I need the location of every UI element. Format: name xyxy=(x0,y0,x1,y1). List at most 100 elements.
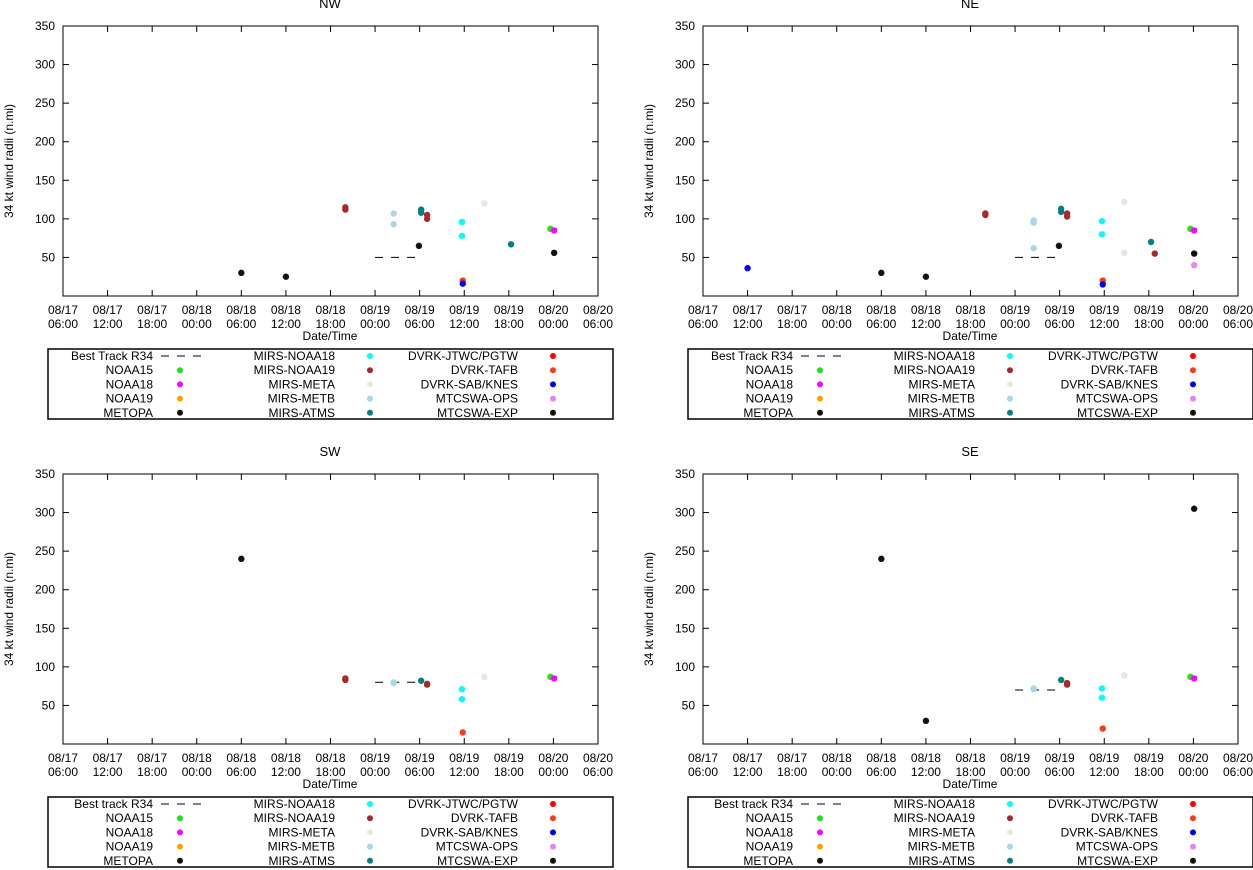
x-tick-date-label: 08/19 xyxy=(1134,303,1164,317)
chart-panel-ne: NE5010015020025030035008/1706:0008/1712:… xyxy=(642,0,1253,420)
data-point-dvrk-tafb xyxy=(459,729,466,736)
data-point-mirs-noaa18 xyxy=(1098,217,1106,225)
data-point-mirs-noaa19 xyxy=(1151,250,1158,257)
legend-symbol-dot xyxy=(367,409,373,416)
legend-label: NOAA18 xyxy=(106,377,154,391)
legend-symbol-dot xyxy=(817,367,823,374)
data-point-noaa18 xyxy=(1190,227,1198,234)
data-point-metopa xyxy=(922,273,930,280)
x-tick-time-label: 06:00 xyxy=(405,765,435,779)
data-point-mirs-noaa18 xyxy=(458,232,466,240)
x-tick-date-label: 08/20 xyxy=(583,751,613,765)
legend-box xyxy=(47,348,614,420)
x-tick-date-label: 08/18 xyxy=(911,751,941,765)
legend-symbol-dot xyxy=(177,815,183,822)
x-tick-date-label: 08/20 xyxy=(583,303,613,317)
legend-symbol-dot xyxy=(367,353,373,359)
x-tick-time-label: 18:00 xyxy=(315,765,345,779)
x-axis-label: Date/Time xyxy=(943,329,998,343)
legend-symbol-dot xyxy=(817,829,823,836)
x-tick-date-label: 08/17 xyxy=(137,751,167,765)
legend-symbol-dot xyxy=(550,353,556,359)
x-tick-date-label: 08/18 xyxy=(226,303,256,317)
y-tick-label: 50 xyxy=(42,250,56,264)
legend-label: MIRS-META xyxy=(269,825,335,839)
legend-label: METOPA xyxy=(103,406,153,420)
legend-symbol-dot xyxy=(1190,409,1196,416)
y-tick-label: 300 xyxy=(675,506,695,520)
legend-symbol-dot xyxy=(367,395,373,402)
chart-title: SW xyxy=(320,444,342,459)
x-tick-time-label: 00:00 xyxy=(822,317,852,331)
legend-label: MIRS-METB xyxy=(908,840,975,854)
x-tick-date-label: 08/18 xyxy=(182,303,212,317)
data-point-metopa xyxy=(1055,242,1063,250)
y-tick-label: 200 xyxy=(35,135,55,149)
x-tick-date-label: 08/18 xyxy=(271,303,301,317)
legend-symbol-dot xyxy=(817,381,823,388)
x-tick-time-label: 00:00 xyxy=(538,765,568,779)
legend-symbol-dot xyxy=(550,409,556,416)
legend-symbol-dot xyxy=(550,395,556,402)
legend-symbol-dot xyxy=(817,395,823,402)
data-point-mirs-meta xyxy=(1121,249,1128,256)
data-point-mirs-atms xyxy=(1147,238,1155,246)
legend-symbol-dot xyxy=(177,395,183,402)
x-tick-date-label: 08/20 xyxy=(538,303,568,317)
x-tick-date-label: 08/20 xyxy=(1223,751,1253,765)
legend-symbol-dot xyxy=(367,381,373,388)
legend-label: METOPA xyxy=(743,854,793,868)
legend-label: MIRS-NOAA18 xyxy=(894,797,976,811)
data-point-dvrk-sab-knes xyxy=(744,265,751,272)
legend-label: MIRS-ATMS xyxy=(269,854,335,868)
legend-label: DVRK-JTWC/PGTW xyxy=(408,797,519,811)
x-tick-time-label: 00:00 xyxy=(538,317,568,331)
legend-symbol-dot xyxy=(1007,815,1013,822)
x-tick-date-label: 08/18 xyxy=(955,303,985,317)
legend-label: DVRK-JTWC/PGTW xyxy=(408,349,519,363)
legend-symbol-dot xyxy=(1007,857,1013,864)
legend-label: Best track R34 xyxy=(714,797,793,811)
y-tick-label: 300 xyxy=(35,506,55,520)
legend-label: MIRS-META xyxy=(269,377,335,391)
x-tick-date-label: 08/19 xyxy=(1089,751,1119,765)
x-tick-time-label: 18:00 xyxy=(1134,317,1164,331)
data-point-mirs-noaa18 xyxy=(458,686,466,693)
x-tick-date-label: 08/18 xyxy=(955,751,985,765)
data-point-noaa18 xyxy=(1190,675,1198,682)
x-tick-date-label: 08/19 xyxy=(1089,303,1119,317)
legend-symbol-dot xyxy=(1190,857,1196,864)
legend-symbol-dot xyxy=(1007,367,1013,374)
data-point-mirs-atms xyxy=(1057,676,1065,684)
x-axis-label: Date/Time xyxy=(943,777,998,791)
legend-symbol-dot xyxy=(1190,367,1196,374)
legend-label: DVRK-TAFB xyxy=(1091,811,1158,825)
legend-label: MIRS-METB xyxy=(908,392,975,406)
x-tick-date-label: 08/20 xyxy=(538,751,568,765)
y-tick-label: 200 xyxy=(35,583,55,597)
x-tick-time-label: 06:00 xyxy=(226,317,256,331)
legend-label: MTCSWA-OPS xyxy=(1076,840,1158,854)
legend-label: MTCSWA-EXP xyxy=(437,854,518,868)
x-tick-time-label: 12:00 xyxy=(911,765,941,779)
x-tick-date-label: 08/18 xyxy=(226,751,256,765)
x-tick-date-label: 08/17 xyxy=(733,751,763,765)
x-tick-time-label: 00:00 xyxy=(360,317,390,331)
data-point-dvrk-sab-knes xyxy=(1099,281,1106,288)
data-point-dvrk-sab-knes xyxy=(459,280,466,287)
x-tick-time-label: 18:00 xyxy=(315,317,345,331)
data-point-noaa18 xyxy=(550,675,558,682)
legend-label: MIRS-NOAA18 xyxy=(254,797,336,811)
legend-label: DVRK-JTWC/PGTW xyxy=(1048,797,1159,811)
legend-symbol-dot xyxy=(1190,829,1196,836)
legend-symbol-dot xyxy=(817,843,823,850)
legend-label: METOPA xyxy=(743,406,793,420)
x-tick-date-label: 08/20 xyxy=(1178,303,1208,317)
x-tick-date-label: 08/17 xyxy=(777,751,807,765)
x-tick-time-label: 12:00 xyxy=(1089,765,1119,779)
legend-symbol-dot xyxy=(550,815,556,822)
x-tick-date-label: 08/17 xyxy=(137,303,167,317)
data-point-mirs-metb xyxy=(390,221,397,228)
legend-symbol-dot xyxy=(1190,381,1196,388)
